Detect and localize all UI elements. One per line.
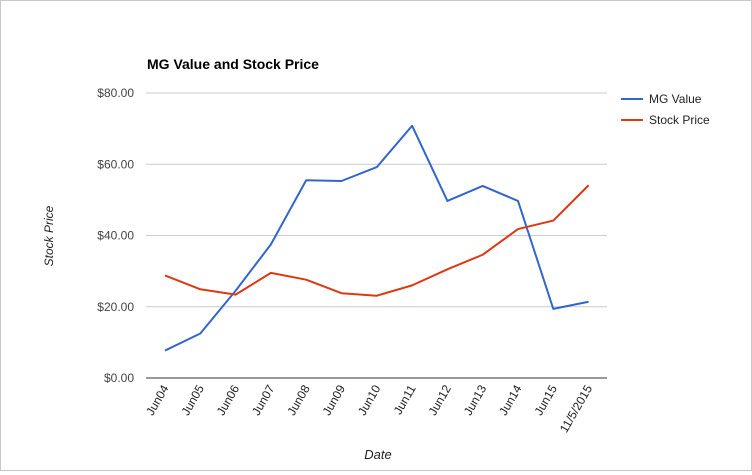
y-tick-labels: $0.00 $20.00 $40.00 $60.00 $80.00 bbox=[97, 86, 134, 385]
grid-lines bbox=[146, 92, 607, 379]
x-tick-label: 11/5/2015 bbox=[557, 382, 596, 435]
series-line-mg-value bbox=[164, 124, 589, 352]
x-tick-label: Jun05 bbox=[178, 382, 207, 418]
y-tick-label: $0.00 bbox=[104, 371, 134, 385]
x-tick-labels: Jun04 Jun05 Jun06 Jun07 Jun08 Jun09 Jun10 Jun11… bbox=[143, 382, 595, 435]
x-tick-label: Jun15 bbox=[531, 382, 560, 418]
x-tick-label: Jun10 bbox=[355, 382, 384, 418]
series-line-stock-price bbox=[164, 184, 590, 297]
legend-label: Stock Price bbox=[649, 113, 710, 127]
y-tick-label: $40.00 bbox=[97, 229, 134, 243]
chart-title: MG Value and Stock Price bbox=[147, 56, 319, 72]
x-tick-label: Jun11 bbox=[391, 382, 419, 417]
x-tick-label: Jun08 bbox=[284, 382, 313, 418]
x-tick-label: Jun09 bbox=[320, 382, 349, 418]
y-tick-label: $80.00 bbox=[97, 86, 134, 100]
y-tick-label: $60.00 bbox=[97, 157, 134, 171]
y-axis-label: Stock Price bbox=[42, 205, 56, 266]
x-tick-label: Jun04 bbox=[143, 382, 172, 418]
x-tick-label: Jun13 bbox=[461, 382, 490, 418]
y-tick-label: $20.00 bbox=[97, 300, 134, 314]
x-tick-label: Jun14 bbox=[496, 382, 525, 418]
x-tick-label: Jun12 bbox=[426, 382, 455, 418]
legend-label: MG Value bbox=[649, 92, 702, 106]
series-lines bbox=[164, 124, 590, 352]
x-axis-label: Date bbox=[364, 447, 391, 462]
x-tick-label: Jun06 bbox=[214, 382, 243, 418]
legend: MG Value Stock Price bbox=[621, 92, 710, 127]
x-tick-label: Jun07 bbox=[249, 382, 278, 418]
